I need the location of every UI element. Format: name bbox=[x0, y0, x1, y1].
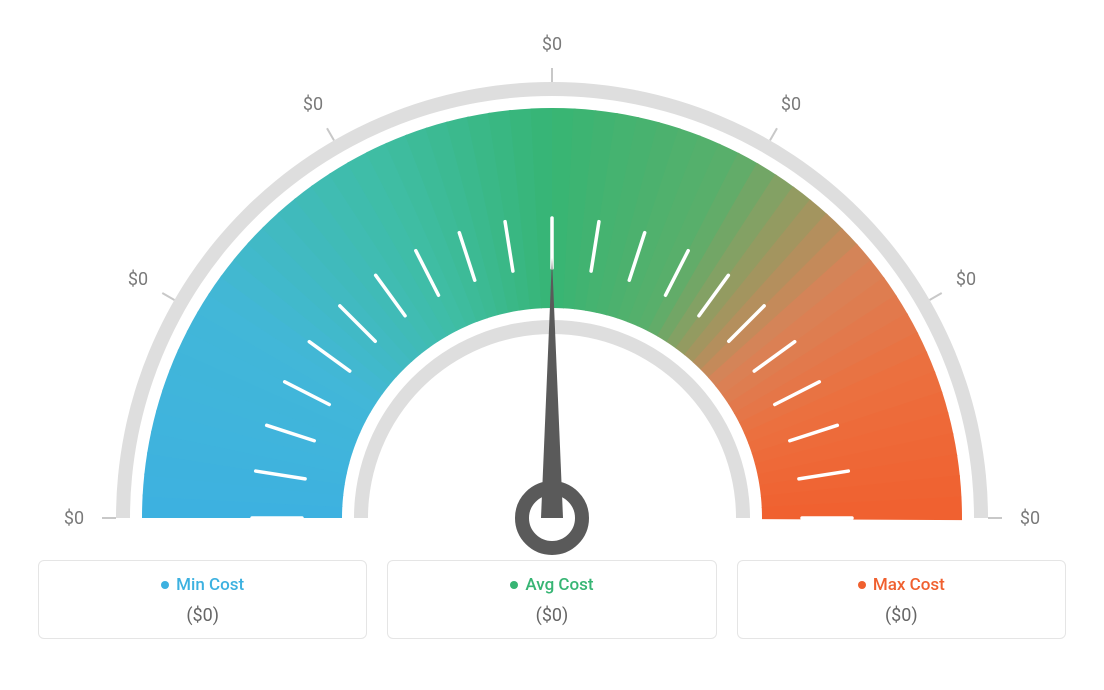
legend-label-avg: Avg Cost bbox=[525, 575, 593, 595]
legend-value-min: ($0) bbox=[39, 605, 366, 626]
svg-text:$0: $0 bbox=[128, 269, 148, 290]
legend-label-max: Max Cost bbox=[873, 575, 945, 595]
legend-header-max: Max Cost bbox=[738, 575, 1065, 595]
svg-text:$0: $0 bbox=[303, 94, 323, 115]
legend-dot-min bbox=[161, 581, 169, 589]
legend-dot-avg bbox=[510, 581, 518, 589]
legend-value-max: ($0) bbox=[738, 605, 1065, 626]
legend-label-min: Min Cost bbox=[176, 575, 244, 595]
svg-text:$0: $0 bbox=[64, 508, 84, 529]
legend-header-avg: Avg Cost bbox=[388, 575, 715, 595]
gauge-chart: $0 $0 $0 $0 $0 $0 $0 bbox=[32, 18, 1072, 578]
legend-dot-max bbox=[858, 581, 866, 589]
legend-value-avg: ($0) bbox=[388, 605, 715, 626]
svg-text:$0: $0 bbox=[542, 34, 562, 55]
svg-text:$0: $0 bbox=[1020, 508, 1040, 529]
svg-text:$0: $0 bbox=[956, 269, 976, 290]
svg-text:$0: $0 bbox=[781, 94, 801, 115]
legend-header-min: Min Cost bbox=[39, 575, 366, 595]
gauge-container: $0 $0 $0 $0 $0 $0 $0 bbox=[0, 0, 1104, 560]
